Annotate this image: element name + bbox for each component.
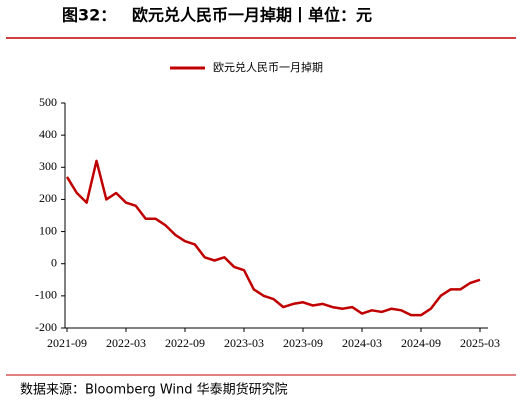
x-tick-label: 2024-03: [342, 336, 382, 350]
chart-title: 欧元兑人民币一月掉期丨单位：元: [132, 6, 372, 25]
y-tick-label: 400: [39, 127, 57, 141]
data-line: [65, 159, 481, 317]
x-tick-label: 2021-09: [47, 336, 87, 350]
figure-label: 图32：: [62, 6, 116, 25]
legend-label: 欧元兑人民币一月掉期: [213, 60, 323, 74]
y-tick-label: 100: [39, 223, 57, 237]
y-tick-label: -100: [35, 288, 57, 302]
x-tick-label: 2025-03: [460, 336, 500, 350]
x-tick-label: 2022-09: [165, 336, 205, 350]
y-tick-label: 500: [39, 95, 57, 109]
y-tick-label: 200: [39, 191, 57, 205]
y-tick-label: 0: [51, 255, 57, 269]
y-tick-label: -200: [35, 320, 57, 334]
x-tick-label: 2023-03: [224, 336, 264, 350]
x-tick-label: 2023-09: [283, 336, 323, 350]
y-tick-label: 300: [39, 159, 57, 173]
source: 数据来源：Bloomberg Wind 华泰期货研究院: [20, 382, 288, 398]
x-tick-label: 2024-09: [401, 336, 441, 350]
x-tick-label: 2022-03: [106, 336, 146, 350]
